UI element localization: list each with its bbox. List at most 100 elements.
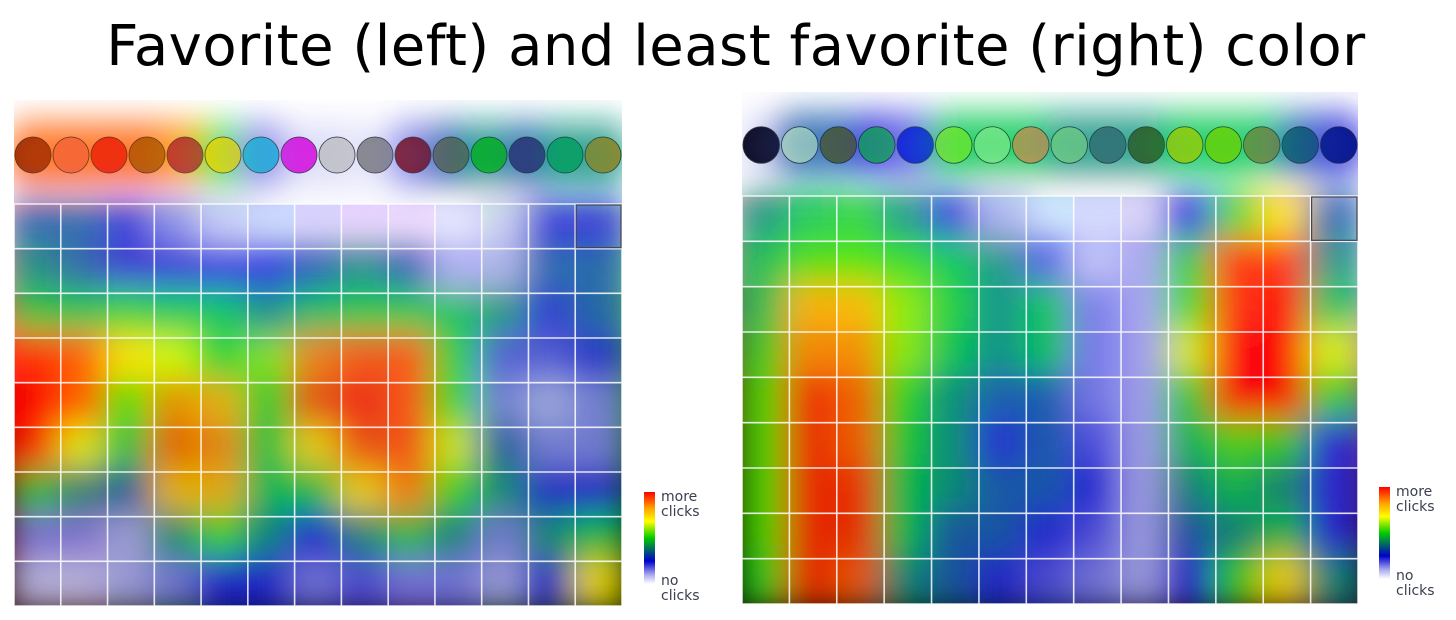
heat-cell xyxy=(974,373,1031,427)
heat-cell xyxy=(1069,237,1126,291)
color-swatch-top xyxy=(819,126,857,164)
heat-cell xyxy=(384,557,439,606)
heat-cell xyxy=(290,557,346,606)
heat-cell xyxy=(1259,418,1315,472)
heat-cell xyxy=(832,237,889,291)
heat-cell xyxy=(832,464,889,518)
heat-cell xyxy=(290,468,346,521)
heat-cell xyxy=(571,378,622,432)
heat-cell xyxy=(103,200,159,253)
heat-cell xyxy=(1164,554,1220,604)
favorite-heatmap-panel xyxy=(14,100,622,606)
heat-cell xyxy=(197,378,252,432)
color-swatch-top xyxy=(432,136,470,174)
heat-cell xyxy=(150,557,206,606)
heat-cell xyxy=(571,200,622,253)
heat-cell xyxy=(197,557,252,606)
heat-cell xyxy=(477,557,533,606)
heat-cell xyxy=(832,554,889,604)
heat-cell xyxy=(14,512,65,566)
heat-cell xyxy=(571,557,622,606)
heat-cell xyxy=(56,200,112,253)
heat-cell xyxy=(243,244,299,298)
heat-cell xyxy=(337,512,393,566)
heat-cell xyxy=(150,378,206,432)
heat-cell xyxy=(927,554,983,604)
heat-cell xyxy=(477,244,533,298)
heat-cell xyxy=(1117,418,1173,472)
heat-cell xyxy=(785,237,841,291)
heat-cell xyxy=(974,554,1031,604)
heat-cell xyxy=(477,378,533,432)
heat-cell xyxy=(880,373,936,427)
heat-cell xyxy=(103,244,159,298)
heat-cell xyxy=(1259,328,1315,382)
color-swatch-top xyxy=(1089,126,1127,164)
heat-cell xyxy=(430,244,486,298)
heat-cell xyxy=(1211,418,1268,472)
heat-cell xyxy=(785,509,841,563)
heat-cell xyxy=(785,373,841,427)
heat-cell xyxy=(785,328,841,382)
heat-cell xyxy=(150,334,206,387)
least-favorite-heatmap xyxy=(742,109,1358,604)
heat-cell xyxy=(1069,373,1126,427)
heat-cell xyxy=(14,378,65,432)
heat-cell xyxy=(1164,509,1220,563)
swatch-row-overlay xyxy=(14,136,622,174)
heat-cell xyxy=(243,468,299,521)
heat-cell xyxy=(571,244,622,298)
heat-cell xyxy=(1022,373,1078,427)
heat-cell xyxy=(1117,464,1173,518)
color-swatch-top xyxy=(973,126,1011,164)
heat-cell xyxy=(477,200,533,253)
heat-cell xyxy=(927,509,983,563)
heat-cell xyxy=(197,334,252,387)
click-heat-overlay xyxy=(14,119,622,606)
heat-cell xyxy=(384,378,439,432)
color-swatch-top xyxy=(1166,126,1204,164)
heat-cell xyxy=(430,334,486,387)
color-swatch-top xyxy=(508,136,546,174)
legend-no-clicks-label: no clicks xyxy=(661,573,700,604)
heat-cell xyxy=(1069,282,1126,336)
heat-cell xyxy=(1069,328,1126,382)
heat-cell xyxy=(384,200,439,253)
heat-cell xyxy=(742,509,794,563)
heat-cell xyxy=(290,423,346,476)
heat-cell xyxy=(430,512,486,566)
heat-cell xyxy=(150,468,206,521)
heat-cell xyxy=(524,378,580,432)
heat-cell xyxy=(880,192,936,246)
heat-cell xyxy=(56,244,112,298)
favorite-heatmap xyxy=(14,119,622,606)
heat-cell xyxy=(197,289,252,342)
heat-cell xyxy=(832,418,889,472)
heat-cell xyxy=(571,334,622,387)
heat-cell xyxy=(927,192,983,246)
heat-cell xyxy=(1164,464,1220,518)
heat-cell xyxy=(1211,192,1268,246)
heat-cell xyxy=(337,557,393,606)
heat-cell xyxy=(1164,418,1220,472)
heat-cell xyxy=(477,423,533,476)
heat-cell xyxy=(14,557,65,606)
heat-cell xyxy=(337,423,393,476)
heat-cell xyxy=(742,418,794,472)
heat-cell xyxy=(1306,328,1358,382)
color-swatch-top xyxy=(781,126,819,164)
heat-cell xyxy=(477,468,533,521)
heat-cell xyxy=(785,282,841,336)
heat-cell xyxy=(1022,328,1078,382)
heat-cell xyxy=(1259,464,1315,518)
color-swatch-top xyxy=(1127,126,1165,164)
heat-cell xyxy=(1022,282,1078,336)
heat-cell xyxy=(1211,373,1268,427)
color-swatch-top xyxy=(470,136,508,174)
heat-cell xyxy=(56,468,112,521)
heat-cell xyxy=(150,423,206,476)
heat-cell xyxy=(1306,373,1358,427)
heat-cell xyxy=(1211,464,1268,518)
grid-lines xyxy=(742,195,1358,604)
heat-cell xyxy=(103,289,159,342)
